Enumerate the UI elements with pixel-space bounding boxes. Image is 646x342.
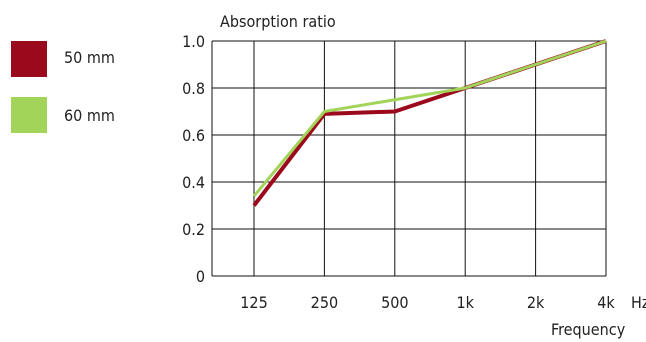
series-lines (252, 39, 607, 207)
y-tick-label: 0.4 (182, 173, 205, 192)
x-tick-label: 125 (240, 293, 267, 312)
series-line-50mm (252, 39, 607, 207)
legend-label-50mm: 50 mm (64, 48, 115, 67)
x-tick-label: 250 (311, 293, 338, 312)
legend-label-60mm: 60 mm (64, 106, 115, 125)
legend-swatch-50mm (11, 41, 47, 77)
x-axis-unit: Hz (631, 293, 646, 312)
y-tick-label: 0.6 (182, 126, 205, 145)
x-tick-label: 4k (597, 293, 615, 312)
y-tick-labels: 0 0.2 0.4 0.6 0.8 1.0 (182, 32, 205, 286)
x-tick-label: 2k (527, 293, 545, 312)
y-tick-label: 0.2 (182, 220, 205, 239)
x-tick-label: 1k (456, 293, 474, 312)
legend-swatch-60mm (11, 97, 47, 133)
y-tick-label: 0 (196, 267, 205, 286)
grid (211, 40, 607, 277)
y-tick-label: 0.8 (182, 79, 205, 98)
y-axis-title: Absorption ratio (220, 12, 336, 31)
x-tick-labels: 125 250 500 1k 2k 4k (240, 293, 615, 312)
x-axis-title: Frequency (551, 320, 626, 339)
series-line-60mm (252, 39, 607, 198)
x-tick-label: 500 (381, 293, 408, 312)
y-tick-label: 1.0 (182, 32, 205, 51)
